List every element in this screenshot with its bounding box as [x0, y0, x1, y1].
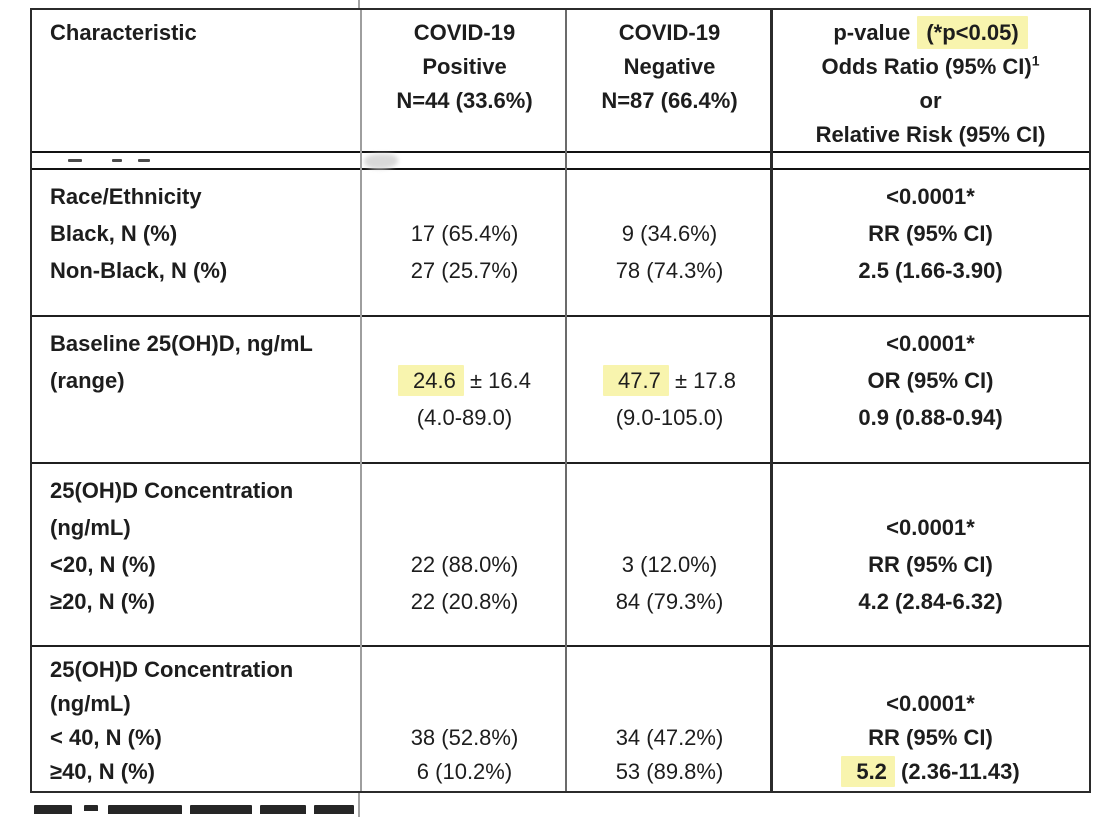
cropped-text-mark	[108, 805, 182, 814]
statistics-cell: <0.0001* RR (95% CI) 5.2 (2.36-11.43)	[772, 647, 1089, 793]
statistics-cell: <0.0001* OR (95% CI) 0.9 (0.88-0.94)	[858, 331, 1003, 430]
characteristics-table: Characteristic COVID-19 Positive N=44 (3…	[30, 8, 1091, 793]
row-label-cell: Race/Ethnicity Black, N (%) Non-Black, N…	[50, 184, 228, 283]
pvalue-threshold-highlight: (*p<0.05)	[917, 16, 1028, 49]
cropped-text-mark	[84, 805, 98, 811]
header-covid-positive: COVID-19 Positive N=44 (33.6%)	[396, 20, 533, 113]
header-characteristic: Characteristic	[32, 10, 362, 151]
row-label-cell: 25(OH)D Concentration (ng/mL) <20, N (%)…	[50, 478, 294, 614]
table-row-concentration-20: 25(OH)D Concentration (ng/mL) <20, N (%)…	[32, 464, 1089, 647]
mean-sd-line: 47.7 ± 17.8	[567, 362, 772, 399]
footnote-marker: 1	[1031, 52, 1040, 69]
column-rule-stub-bottom	[358, 793, 360, 817]
rr-value-highlight: 5.2	[841, 756, 895, 787]
cropped-footnote-remnant	[34, 805, 354, 815]
cropped-text-mark	[112, 159, 122, 162]
gap	[252, 805, 260, 815]
cropped-text-mark	[138, 159, 150, 162]
mean-value-highlight: 47.7	[603, 365, 669, 396]
header-covid-negative: COVID-19 Negative N=87 (66.4%)	[601, 20, 738, 113]
header-statistics: p-value (*p<0.05) Odds Ratio (95% CI)1 or…	[772, 10, 1089, 151]
table-header-row: Characteristic COVID-19 Positive N=44 (3…	[32, 10, 1089, 153]
statistics-cell: <0.0001* RR (95% CI) 4.2 (2.84-6.32)	[858, 515, 1003, 614]
table-row-baseline-25ohd: Baseline 25(OH)D, ng/mL (range) 24.6 ± 1…	[32, 317, 1089, 464]
header-characteristic-label: Characteristic	[50, 20, 197, 45]
gap	[306, 805, 314, 815]
mean-sd-line: 24.6 ± 16.4	[362, 362, 567, 399]
covid-positive-cell: 38 (52.8%) 6 (10.2%)	[410, 725, 519, 784]
row-label-cell: 25(OH)D Concentration (ng/mL) < 40, N (%…	[50, 657, 294, 784]
statistics-cell: <0.0001* RR (95% CI) 2.5 (1.66-3.90)	[858, 184, 1003, 283]
covid-negative-cell: 3 (12.0%) 84 (79.3%)	[615, 552, 724, 614]
table-row-race-ethnicity: Race/Ethnicity Black, N (%) Non-Black, N…	[32, 170, 1089, 317]
covid-negative-cell: 47.7 ± 17.8 (9.0-105.0)	[567, 317, 772, 462]
covid-negative-cell: 34 (47.2%) 53 (89.8%)	[615, 725, 724, 784]
cropped-text-mark	[314, 805, 354, 814]
mean-value-highlight: 24.6	[398, 365, 464, 396]
column-divider-3	[770, 10, 773, 791]
covid-positive-cell: 24.6 ± 16.4 (4.0-89.0)	[362, 317, 567, 462]
cropped-row-remnant	[32, 153, 1089, 170]
table-row-concentration-40: 25(OH)D Concentration (ng/mL) < 40, N (%…	[32, 647, 1089, 793]
gray-smudge-artifact	[364, 154, 398, 169]
gap	[72, 805, 84, 815]
cropped-text-mark	[34, 805, 72, 814]
cropped-text-mark	[190, 805, 252, 814]
header-pvalue-line: p-value (*p<0.05)	[772, 16, 1089, 50]
rr-value-line: 5.2 (2.36-11.43)	[772, 755, 1089, 789]
covid-positive-cell: 22 (88.0%) 22 (20.8%)	[410, 552, 519, 614]
column-rule-stub-top	[358, 0, 360, 9]
gap	[182, 805, 190, 815]
column-divider-2	[565, 10, 567, 791]
column-divider-1	[360, 10, 362, 791]
covid-positive-cell: 17 (65.4%) 27 (25.7%)	[410, 221, 519, 283]
cropped-text-mark	[68, 159, 82, 162]
cropped-text-mark	[260, 805, 306, 814]
gap	[98, 805, 108, 815]
row-label-cell: Baseline 25(OH)D, ng/mL (range)	[50, 331, 313, 393]
covid-negative-cell: 9 (34.6%) 78 (74.3%)	[615, 221, 724, 283]
header-odds-ratio-line: Odds Ratio (95% CI)1	[821, 52, 1040, 79]
